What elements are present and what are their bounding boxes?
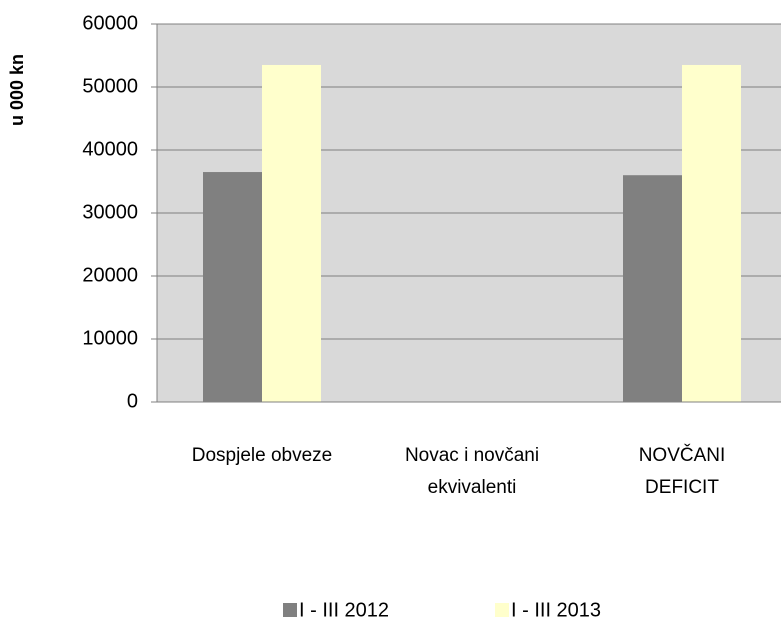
x-tick-label: Novac i novčani ekvivalenti [404,445,540,498]
y-tick-label: 20000 [82,264,138,286]
legend-swatch [283,603,297,617]
bar [682,64,741,402]
y-tick-label: 50000 [82,75,138,97]
y-tick-label: 60000 [82,12,138,34]
bar [623,175,682,402]
y-tick-label: 40000 [82,138,138,160]
bar [262,64,321,402]
y-tick-label: 30000 [82,201,138,223]
legend-label: I - III 2013 [511,599,601,621]
x-tick-label: NOVČANI DEFICIT [638,445,726,498]
y-axis-label: u 000 kn [7,54,27,126]
legend-label: I - III 2012 [299,599,389,621]
y-tick-label: 0 [127,390,138,412]
y-tick-label: 10000 [82,327,138,349]
legend-swatch [495,603,509,617]
bar [203,172,262,402]
x-tick-label: Dospjele obveze [191,445,333,466]
